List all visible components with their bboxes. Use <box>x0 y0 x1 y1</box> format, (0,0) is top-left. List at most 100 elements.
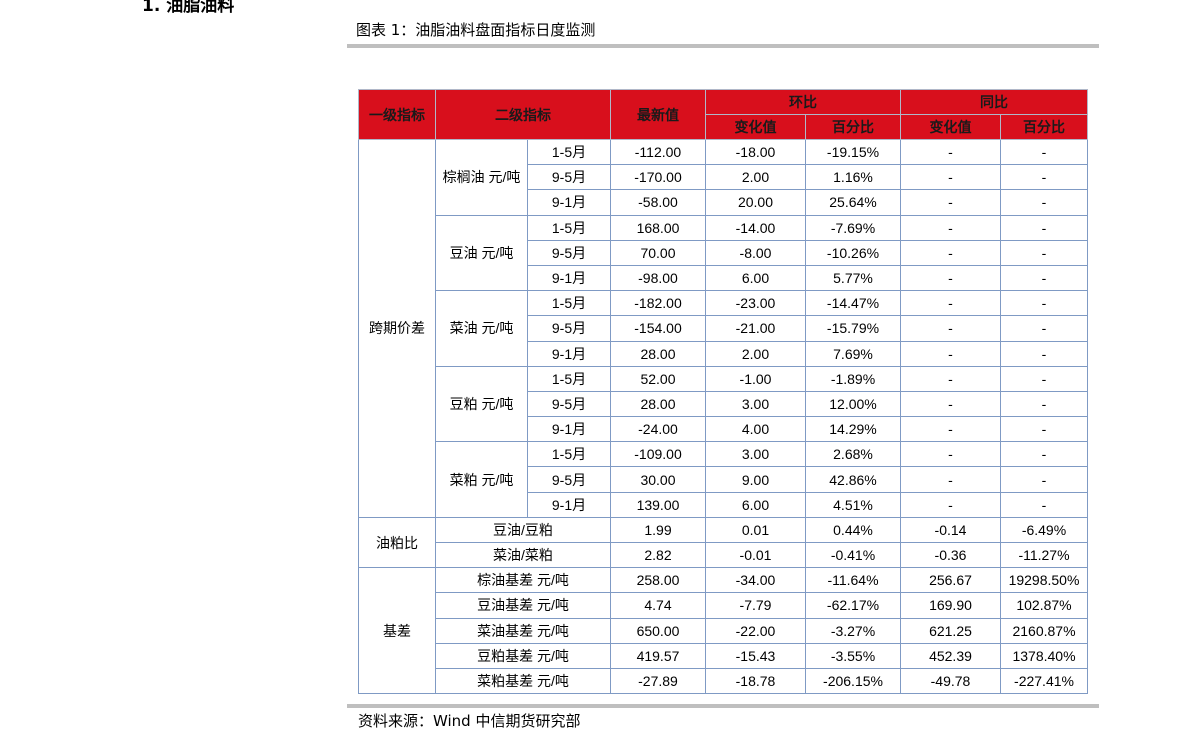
yoy-change-cell: - <box>900 491 1001 518</box>
period-cell: 9-5月 <box>527 466 611 493</box>
mom-pct-cell: 42.86% <box>805 466 901 493</box>
subgroup-label: 菜油 元/吨 <box>435 290 528 367</box>
yoy-change-cell: - <box>900 340 1001 367</box>
mom-pct-cell: 1.16% <box>805 164 901 191</box>
mom-change-cell: 3.00 <box>705 390 806 418</box>
mom-change-cell: 2.00 <box>705 340 806 367</box>
period-cell: 1-5月 <box>527 138 611 166</box>
yoy-pct-cell: - <box>1000 315 1088 342</box>
period-cell: 9-1月 <box>527 340 611 367</box>
mom-pct-cell: -0.41% <box>805 541 901 569</box>
latest-cell: -24.00 <box>610 416 706 443</box>
table-row: 菜油 元/吨 1-5月 -182.00 -23.00 -14.47% - - <box>359 290 1088 367</box>
yoy-change-cell: -0.36 <box>900 541 1001 569</box>
subgroup-label: 豆油 元/吨 <box>435 214 528 292</box>
row-label: 豆粕基差 元/吨 <box>435 642 611 669</box>
latest-cell: 139.00 <box>610 491 706 518</box>
yoy-pct-cell: - <box>1000 441 1088 468</box>
period-cell: 9-1月 <box>527 491 611 518</box>
yoy-pct-cell: -227.41% <box>1000 667 1088 695</box>
mom-change-cell: -15.43 <box>705 642 806 669</box>
row-label: 菜油基差 元/吨 <box>435 617 611 644</box>
mom-pct-cell: -3.55% <box>805 642 901 669</box>
mom-change-cell: 6.00 <box>705 491 806 518</box>
latest-cell: 28.00 <box>610 340 706 367</box>
mom-change-cell: 4.00 <box>705 416 806 443</box>
yoy-change-cell: - <box>900 390 1001 418</box>
mom-change-cell: -21.00 <box>705 315 806 342</box>
table-row: 菜油基差 元/吨 650.00 -22.00 -3.27% 621.25 2160.87% <box>359 617 1088 644</box>
mom-change-cell: 3.00 <box>705 441 806 468</box>
yoy-pct-cell: 1378.40% <box>1000 642 1088 669</box>
latest-cell: 2.82 <box>610 541 706 569</box>
group-label: 跨期价差 <box>358 139 436 518</box>
mom-pct-cell: -10.26% <box>805 239 901 266</box>
latest-cell: -98.00 <box>610 264 706 292</box>
mom-change-cell: -34.00 <box>705 567 806 594</box>
row-label: 菜油/菜粕 <box>435 541 611 569</box>
period-cell: 9-5月 <box>527 239 611 266</box>
table-row: 9-5月 -170.00 2.00 1.16% - - <box>359 164 1088 191</box>
latest-cell: -170.00 <box>610 164 706 191</box>
mom-pct-cell: -15.79% <box>805 315 901 342</box>
table-row: 9-1月 139.00 6.00 4.51% - - <box>359 491 1088 518</box>
yoy-change-cell: - <box>900 264 1001 292</box>
latest-cell: 28.00 <box>610 390 706 418</box>
yoy-pct-cell: -6.49% <box>1000 516 1088 544</box>
table-row: 9-1月 -58.00 20.00 25.64% - - <box>359 189 1088 216</box>
latest-cell: 30.00 <box>610 466 706 493</box>
period-cell: 9-5月 <box>527 315 611 342</box>
yoy-change-cell: - <box>900 466 1001 493</box>
latest-cell: 650.00 <box>610 617 706 644</box>
table-row: 油粕比 豆油/豆粕 1.99 0.01 0.44% -0.14 -6.49% <box>358 516 1088 569</box>
mom-pct-cell: 25.64% <box>805 189 901 216</box>
mom-change-cell: 9.00 <box>705 466 806 493</box>
mom-change-cell: 0.01 <box>705 516 806 544</box>
period-cell: 9-5月 <box>527 164 611 191</box>
mom-pct-cell: -206.15% <box>805 667 901 695</box>
yoy-change-cell: 621.25 <box>900 617 1001 644</box>
bottom-rule <box>347 704 1099 708</box>
yoy-change-cell: 169.90 <box>900 592 1001 619</box>
mom-pct-cell: -14.47% <box>805 290 901 317</box>
latest-cell: -27.89 <box>610 667 706 695</box>
latest-cell: -154.00 <box>610 315 706 342</box>
yoy-pct-cell: - <box>1000 138 1088 166</box>
mom-pct-cell: 0.44% <box>805 516 901 544</box>
subgroup-label: 菜粕 元/吨 <box>435 441 528 518</box>
latest-cell: 258.00 <box>610 567 706 594</box>
yoy-change-cell: - <box>900 315 1001 342</box>
mom-pct-cell: -11.64% <box>805 567 901 594</box>
yoy-change-cell: 452.39 <box>900 642 1001 669</box>
yoy-change-cell: - <box>900 138 1001 166</box>
period-cell: 9-1月 <box>527 189 611 216</box>
table-row: 跨期价差 棕榈油 元/吨 1-5月 -112.00 -18.00 -19.15% - - <box>358 138 1088 518</box>
table-row: 9-5月 70.00 -8.00 -10.26% - - <box>359 239 1088 266</box>
header-mom-pct: 百分比 <box>805 114 901 140</box>
mom-change-cell: -1.00 <box>705 365 806 392</box>
yoy-change-cell: -49.78 <box>900 667 1001 695</box>
mom-pct-cell: -7.69% <box>805 214 901 241</box>
latest-cell: -109.00 <box>610 441 706 468</box>
latest-cell: -58.00 <box>610 189 706 216</box>
yoy-pct-cell: - <box>1000 189 1088 216</box>
yoy-change-cell: -0.14 <box>900 516 1001 544</box>
mom-pct-cell: 5.77% <box>805 264 901 292</box>
row-label: 棕油基差 元/吨 <box>435 567 611 594</box>
latest-cell: 419.57 <box>610 642 706 669</box>
top-rule <box>347 44 1099 48</box>
table-row: 豆油基差 元/吨 4.74 -7.79 -62.17% 169.90 102.87% <box>359 592 1088 619</box>
yoy-change-cell: 256.67 <box>900 567 1001 594</box>
table-row: 菜粕基差 元/吨 -27.89 -18.78 -206.15% -49.78 -227.4… <box>359 667 1088 695</box>
table-row: 基差 棕油基差 元/吨 258.00 -34.00 -11.64% 256.67 19298… <box>358 567 1088 695</box>
table-row: 菜粕 元/吨 1-5月 -109.00 3.00 2.68% - - <box>359 441 1088 518</box>
yoy-pct-cell: - <box>1000 466 1088 493</box>
yoy-pct-cell: - <box>1000 290 1088 317</box>
row-label: 豆油基差 元/吨 <box>435 592 611 619</box>
latest-cell: -112.00 <box>610 138 706 166</box>
yoy-change-cell: - <box>900 441 1001 468</box>
header-mom-change: 变化值 <box>705 114 806 140</box>
mom-pct-cell: 7.69% <box>805 340 901 367</box>
table-row: 9-5月 -154.00 -21.00 -15.79% - - <box>359 315 1088 342</box>
yoy-pct-cell: - <box>1000 214 1088 241</box>
